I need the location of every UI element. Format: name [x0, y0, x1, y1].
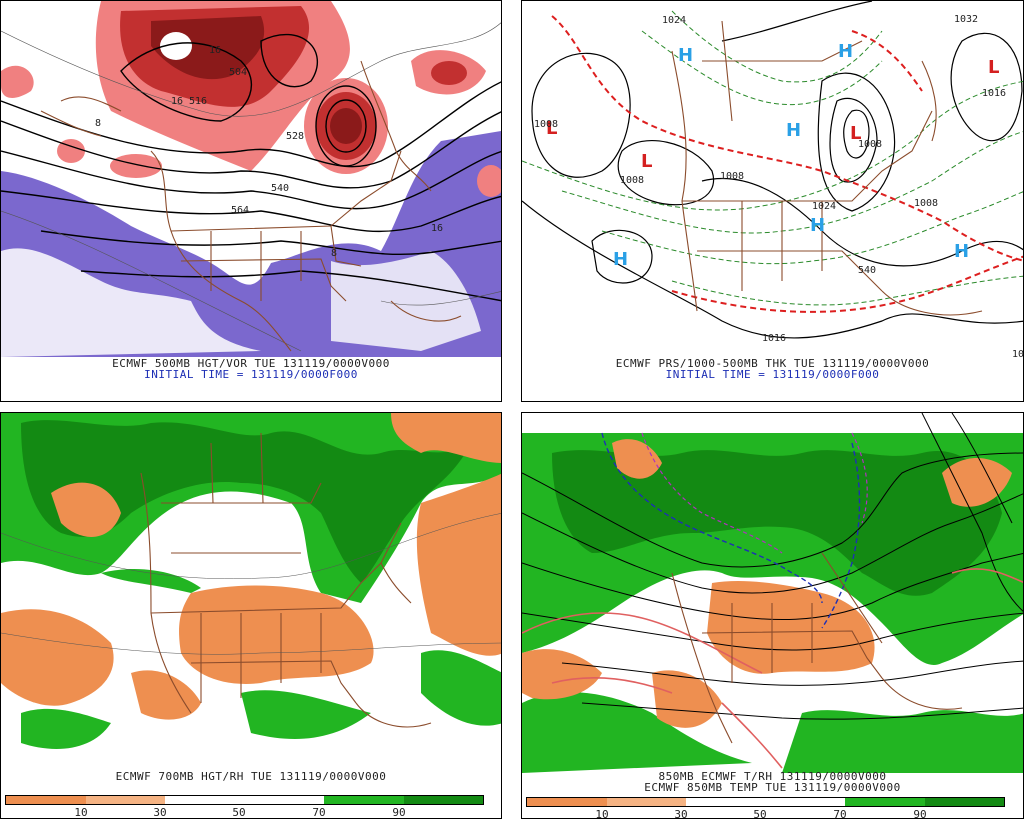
svg-text:1032: 1032: [954, 14, 978, 25]
svg-text:1008: 1008: [620, 175, 644, 186]
colorbar-label: 90: [913, 808, 927, 819]
high-label: H: [954, 241, 969, 262]
high-label: H: [678, 45, 693, 66]
svg-text:16: 16: [171, 96, 183, 107]
panel-500mb-vorticity: 16 516 504 528 540 564 8 16 8 16 ECMWF 5…: [0, 0, 502, 402]
caption-line-2: INITIAL TIME = 131119/0000F000: [144, 368, 358, 381]
svg-text:528: 528: [286, 131, 304, 142]
caption-line-2: ECMWF 850MB TEMP TUE 131119/0000V000: [644, 781, 901, 794]
svg-text:8: 8: [331, 248, 337, 259]
dry-area: [179, 585, 374, 684]
svg-text:1008: 1008: [720, 171, 744, 182]
high-pressure-centers: H H H H H H: [613, 41, 969, 270]
colorbar-label: 10: [74, 806, 88, 819]
svg-text:16: 16: [209, 45, 221, 56]
svg-text:540: 540: [271, 183, 289, 194]
low-label: L: [988, 57, 999, 78]
map-pressure-thickness: H H H H H H L L L L 1024 1008 1008 1008 …: [522, 1, 1024, 357]
low-pressure-centers: L L L L: [546, 57, 999, 172]
svg-text:1016: 1016: [982, 88, 1006, 99]
svg-text:540: 540: [858, 265, 876, 276]
low-label: L: [850, 123, 861, 144]
low-label: L: [546, 118, 557, 139]
high-label: H: [786, 120, 801, 141]
svg-text:1008: 1008: [534, 119, 558, 130]
colorbar-label: 70: [312, 806, 326, 819]
colorbar-label: 70: [833, 808, 847, 819]
low-label: L: [641, 151, 652, 172]
svg-text:16: 16: [431, 223, 443, 234]
colorbar-label: 90: [392, 806, 406, 819]
caption-line-1: ECMWF 500MB HGT/VOR TUE 131119/0000V000: [112, 357, 390, 370]
colorbar-label: 50: [753, 808, 767, 819]
map-850mb-temp-rh: [522, 413, 1023, 773]
caption-line-1: ECMWF PRS/1000-500MB THK TUE 131119/0000…: [615, 357, 930, 370]
colorbar-label: 30: [674, 808, 688, 819]
colorbar-label: 10: [595, 808, 609, 819]
colorbar-label: 30: [153, 806, 167, 819]
svg-text:1016: 1016: [1012, 349, 1024, 357]
high-label: H: [838, 41, 853, 62]
colorbar-label: 50: [232, 806, 246, 819]
caption-line-1: 850MB ECMWF T/RH 131119/0000V000: [658, 770, 887, 783]
panel-pressure-thickness: H H H H H H L L L L 1024 1008 1008 1008 …: [521, 0, 1024, 402]
map-500mb-vorticity: 16 516 504 528 540 564 8 16 8 16: [1, 1, 501, 357]
isobar-labels: 1024 1008 1008 1008 1032 1016 1008 1016 …: [534, 14, 1024, 357]
map-700mb-rh: [1, 413, 501, 773]
caption-line-2: INITIAL TIME = 131119/0000F000: [665, 368, 880, 381]
svg-text:1024: 1024: [662, 15, 686, 26]
svg-text:564: 564: [231, 205, 249, 216]
svg-text:516: 516: [189, 96, 207, 107]
isoline-labels: 16 516 504 528 540 564 8 16 8 16: [95, 45, 443, 259]
caption-line-1: ECMWF 700MB HGT/RH TUE 131119/0000V000: [115, 770, 387, 783]
high-label: H: [810, 215, 825, 236]
svg-text:504: 504: [229, 67, 247, 78]
svg-text:1008: 1008: [858, 139, 882, 150]
high-label: H: [613, 249, 628, 270]
rh-colorbar: [5, 795, 484, 805]
svg-text:8: 8: [95, 118, 101, 129]
svg-text:1016: 1016: [762, 333, 786, 344]
panel-850mb-temp-rh: 850MB ECMWF T/RH 131119/0000V000 ECMWF 8…: [521, 412, 1024, 819]
svg-text:1024: 1024: [812, 201, 836, 212]
svg-text:1008: 1008: [914, 198, 938, 209]
rh-colorbar: [526, 797, 1005, 807]
panel-700mb-rh: ECMWF 700MB HGT/RH TUE 131119/0000V000 1…: [0, 412, 502, 819]
